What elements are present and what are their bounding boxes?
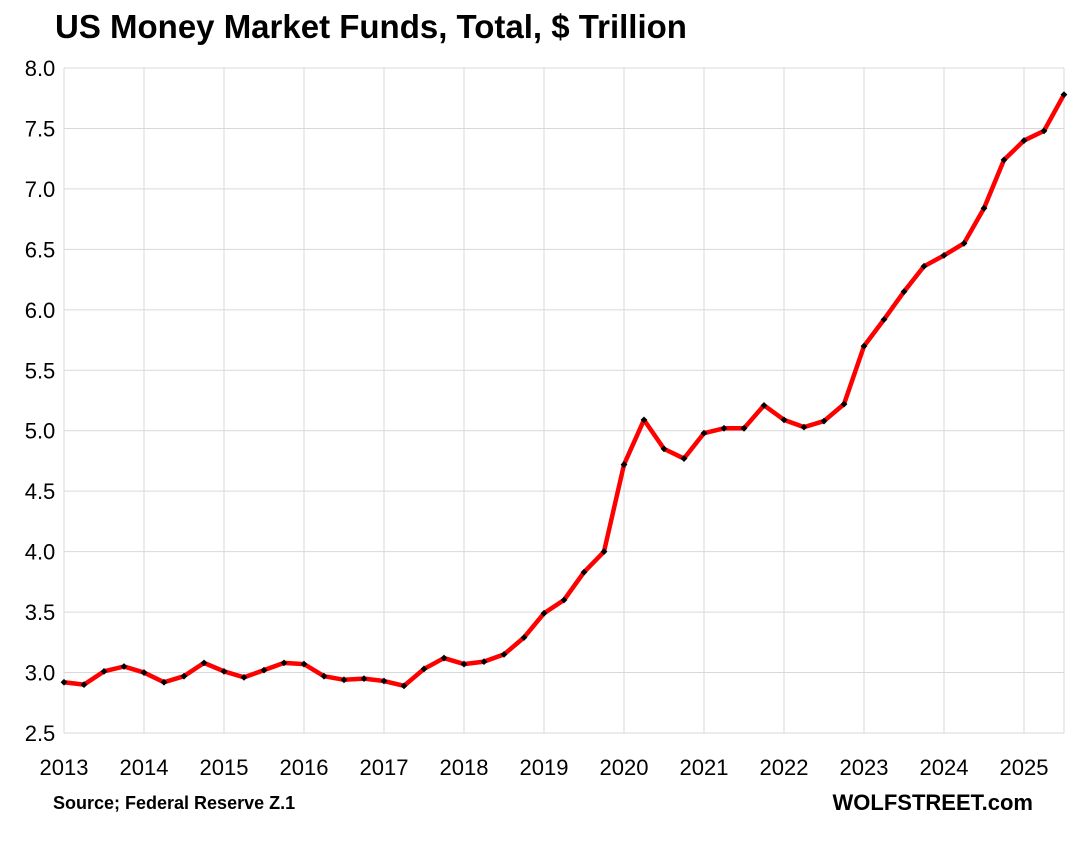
x-tick-label: 2013 — [40, 755, 89, 780]
y-tick-label: 4.0 — [25, 540, 56, 565]
data-point — [940, 252, 948, 259]
data-point — [380, 677, 388, 685]
data-point — [500, 651, 508, 658]
data-point — [560, 596, 568, 604]
data-point — [540, 609, 548, 617]
data-point — [700, 429, 708, 437]
data-point — [420, 665, 428, 673]
data-point — [1040, 127, 1048, 135]
brand-label: WOLFSTREET.com — [833, 790, 1033, 815]
data-point — [880, 316, 888, 323]
data-point — [400, 682, 408, 690]
data-point — [220, 667, 228, 675]
data-point — [840, 400, 848, 408]
data-point — [740, 424, 748, 432]
data-point — [680, 455, 688, 462]
y-tick-label: 8.0 — [25, 56, 56, 81]
data-point — [860, 342, 868, 350]
axis-tick-labels: 2.5 3.0 3.5 4.0 4.5 5.0 5.5 6.0 6.5 7.0 7.5 8.0 2013… — [25, 56, 1049, 780]
x-tick-label: 2017 — [360, 755, 409, 780]
data-point — [760, 401, 768, 409]
x-tick-label: 2019 — [520, 755, 569, 780]
data-point — [140, 669, 148, 676]
data-point — [260, 666, 268, 674]
data-point — [1060, 91, 1068, 98]
data-point — [120, 663, 128, 670]
data-point — [660, 445, 668, 453]
data-point — [920, 262, 928, 270]
data-point — [600, 548, 608, 556]
data-point — [340, 676, 348, 684]
x-tick-label: 2016 — [280, 755, 329, 780]
y-tick-label: 6.0 — [25, 298, 56, 323]
data-point — [80, 681, 88, 689]
data-point — [640, 416, 648, 424]
data-point — [60, 678, 68, 686]
x-tick-label: 2020 — [600, 755, 649, 780]
y-tick-label: 7.5 — [25, 116, 56, 141]
data-point — [980, 204, 988, 212]
data-point — [960, 239, 968, 247]
data-point — [480, 658, 488, 666]
x-tick-label: 2025 — [1000, 755, 1049, 780]
data-point — [280, 659, 288, 667]
x-tick-label: 2015 — [200, 755, 249, 780]
data-point — [520, 634, 528, 641]
y-tick-label: 5.0 — [25, 419, 56, 444]
data-point — [780, 416, 788, 424]
x-tick-label: 2018 — [440, 755, 489, 780]
x-tick-label: 2014 — [120, 755, 169, 780]
x-tick-label: 2021 — [680, 755, 729, 780]
data-point — [360, 675, 368, 682]
chart-title: US Money Market Funds, Total, $ Trillion — [55, 8, 687, 45]
data-point — [300, 660, 308, 668]
data-point — [160, 678, 168, 686]
data-point — [440, 654, 448, 662]
y-tick-label: 5.5 — [25, 358, 56, 383]
data-point — [580, 568, 588, 576]
y-tick-label: 6.5 — [25, 237, 56, 262]
data-point — [720, 424, 728, 432]
y-tick-label: 4.5 — [25, 479, 56, 504]
y-tick-label: 7.0 — [25, 177, 56, 202]
marker-layer — [60, 91, 1068, 690]
data-point — [320, 672, 328, 680]
data-point — [800, 423, 808, 431]
source-note: Source; Federal Reserve Z.1 — [53, 793, 295, 813]
data-point — [460, 660, 468, 668]
x-tick-label: 2024 — [920, 755, 969, 780]
grid-lines — [63, 67, 1065, 734]
data-point — [1020, 137, 1028, 144]
y-tick-label: 3.0 — [25, 661, 56, 686]
data-point — [180, 672, 188, 680]
data-point — [100, 667, 108, 675]
data-point — [240, 673, 248, 681]
data-point — [1000, 156, 1008, 164]
data-point — [820, 417, 828, 425]
y-tick-label: 2.5 — [25, 721, 56, 746]
data-point — [200, 659, 208, 667]
y-tick-label: 3.5 — [25, 600, 56, 625]
data-point — [900, 288, 908, 296]
data-point — [620, 461, 628, 468]
x-tick-label: 2023 — [840, 755, 889, 780]
x-tick-label: 2022 — [760, 755, 809, 780]
